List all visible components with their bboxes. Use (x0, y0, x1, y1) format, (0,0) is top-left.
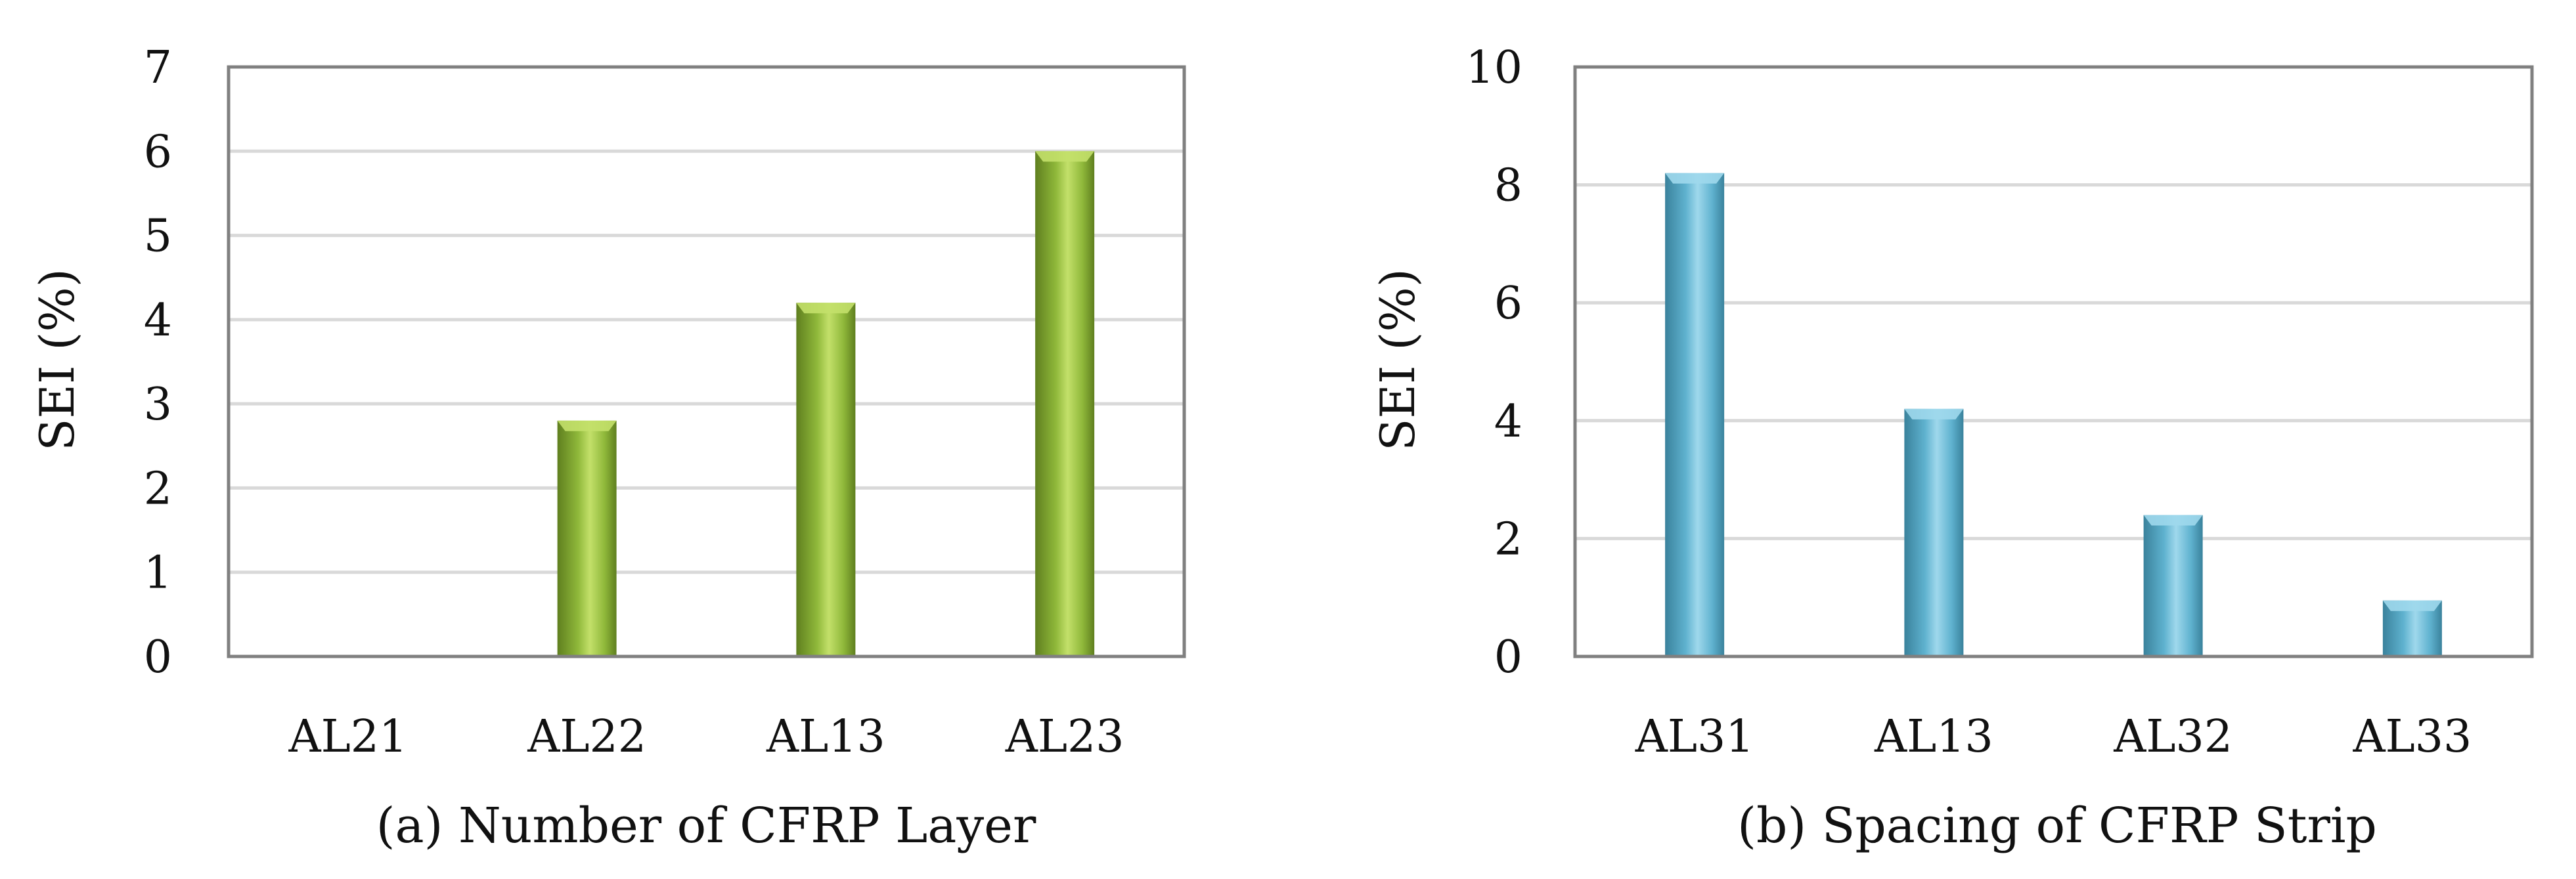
panel-b-category-label: AL13 (1874, 711, 1993, 763)
panel-b-category-label: AL31 (1635, 711, 1754, 763)
chart-panel-a: SEI (%) (a) Number of CFRP Layer 0 1 2 3 4 5 6… (30, 42, 1186, 854)
panel-a-bar-cap (796, 303, 856, 314)
panel-a-bar-cap (557, 420, 617, 431)
panel-b-y-tick-label: 0 (1494, 632, 1522, 683)
panel-a-plot-frame (227, 65, 1186, 658)
panel-b-plot-frame (1573, 65, 2534, 658)
panel-b-bar (1665, 173, 1725, 656)
chart-panel-b: SEI (%) (b) Spacing of CFRP Strip 0 2 4 6 8 1… (1370, 42, 2534, 854)
panel-a-category-label: AL22 (527, 711, 646, 763)
panel-b-bar-cap (1665, 173, 1725, 184)
panel-a-y-tick-label: 5 (144, 211, 172, 263)
panel-b-bar-cap (1904, 408, 1964, 419)
panel-b-bar (2143, 515, 2203, 656)
panel-b-bar-cap (2382, 600, 2442, 611)
panel-b-caption: (b) Spacing of CFRP Strip (1737, 798, 2377, 854)
panel-a-y-tick-label: 3 (144, 379, 172, 431)
panel-a-caption: (a) Number of CFRP Layer (376, 798, 1036, 854)
panel-a-bar-cap (1035, 151, 1095, 162)
panel-a-bar (1035, 151, 1095, 657)
panel-b-y-tick-label: 2 (1494, 513, 1522, 565)
panel-a-y-axis-title: SEI (%) (30, 268, 85, 451)
panel-b-y-axis-title: SEI (%) (1370, 268, 1425, 451)
panel-b-y-tick-label: 6 (1494, 278, 1522, 330)
panel-a-y-tick-label: 6 (144, 126, 172, 178)
panel-a-category-label: AL21 (288, 711, 407, 763)
panel-b-category-label: AL32 (2113, 711, 2232, 763)
panel-a-category-label: AL13 (766, 711, 885, 763)
panel-a-bar (796, 303, 856, 656)
panel-a-y-tick-label: 4 (144, 295, 172, 347)
panel-b-y-tick-label: 10 (1465, 42, 1522, 94)
panel-a-bar (557, 420, 617, 656)
panel-b-y-tick-label: 8 (1494, 160, 1522, 212)
panel-b-bar-cap (2143, 515, 2203, 526)
panel-a-y-tick-label: 7 (144, 42, 172, 94)
panel-a-y-tick-label: 2 (144, 463, 172, 515)
panel-a-y-tick-label: 0 (144, 632, 172, 683)
panel-a-category-label: AL23 (1005, 711, 1124, 763)
panel-b-bar (1904, 408, 1964, 656)
panel-b-y-tick-label: 4 (1494, 396, 1522, 448)
panel-b-category-label: AL33 (2352, 711, 2472, 763)
panel-a-y-tick-label: 1 (144, 547, 172, 599)
